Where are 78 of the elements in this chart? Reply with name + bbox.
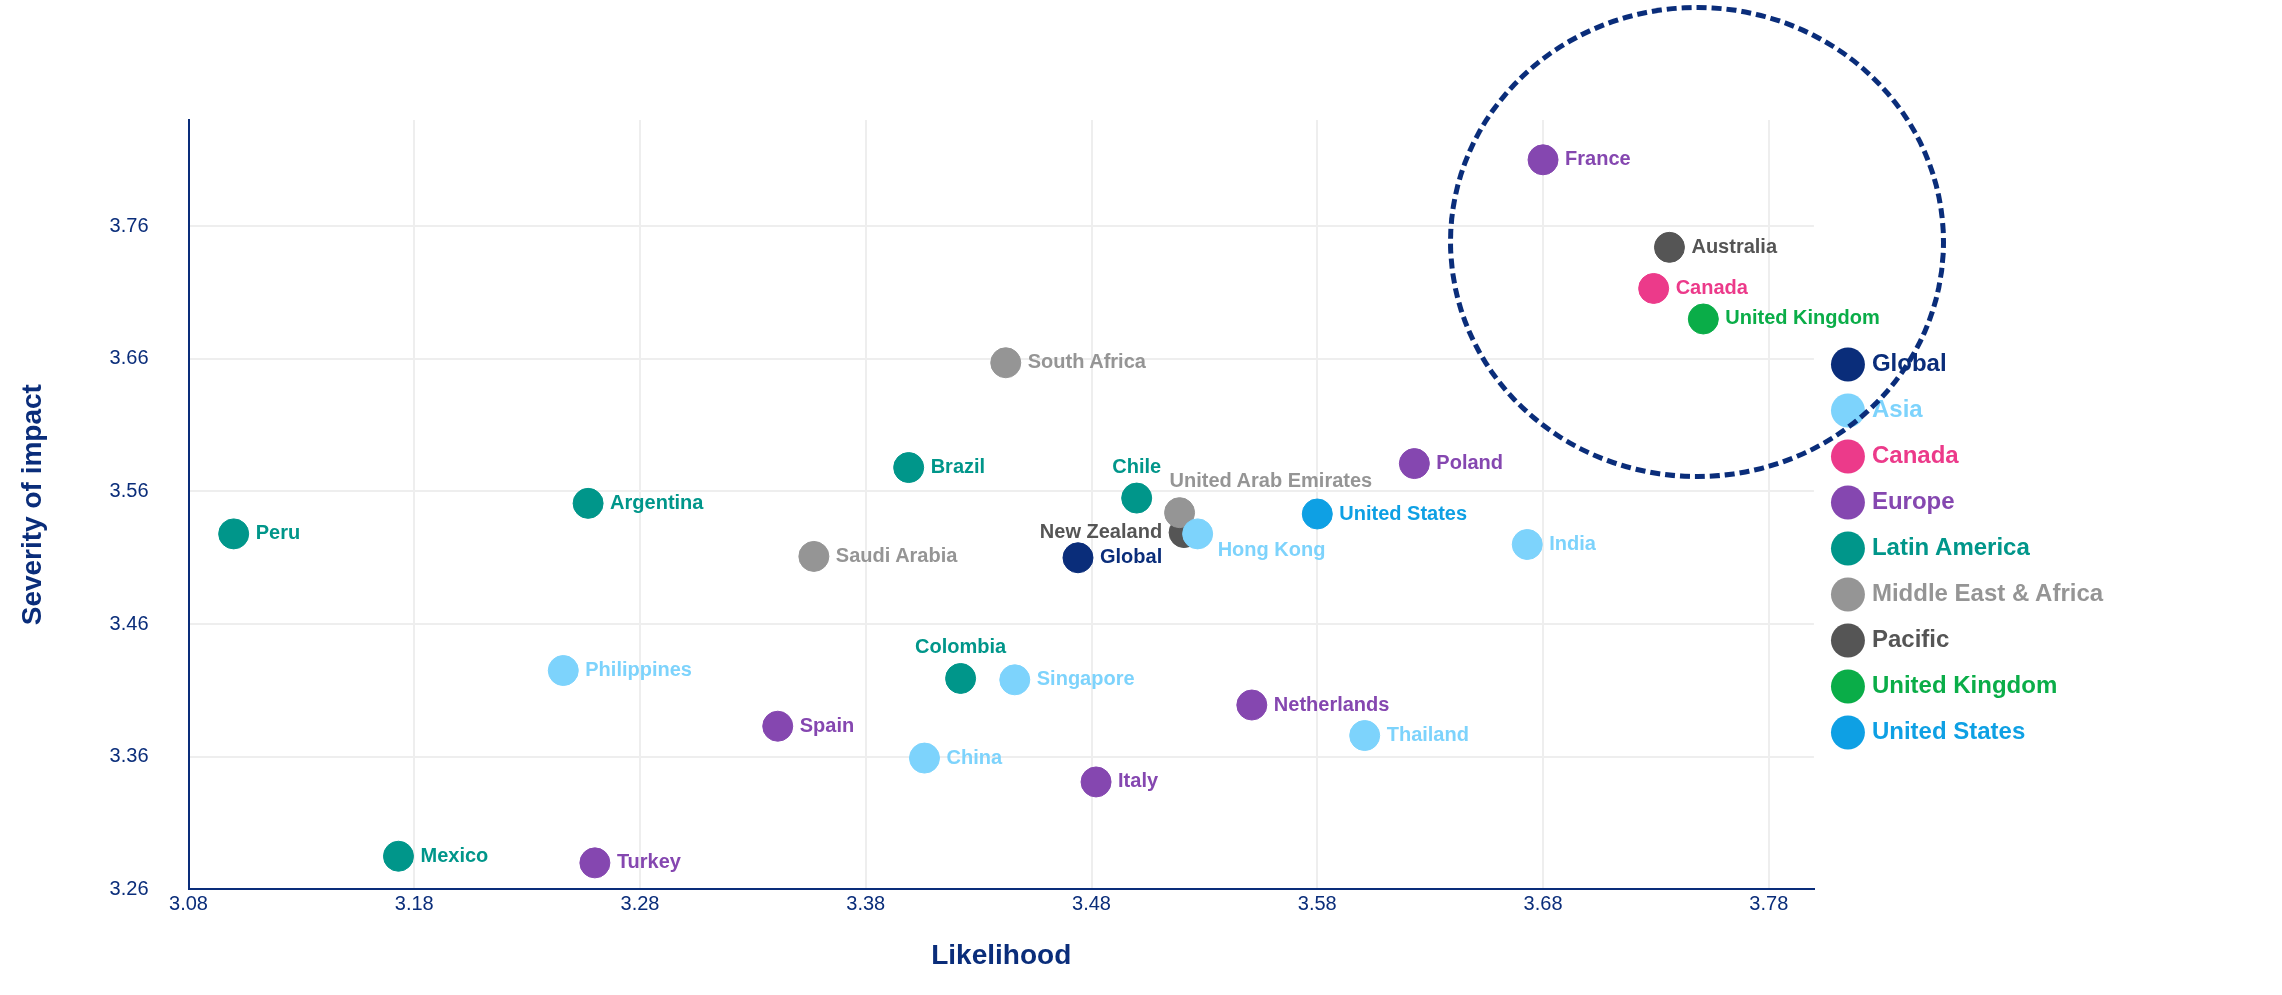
data-label: Argentina [610, 490, 705, 513]
point [945, 662, 977, 694]
point [1121, 482, 1153, 514]
legend-label: Asia [1871, 395, 1924, 423]
data-label: Peru [255, 521, 301, 544]
x-tick-label: 3.58 [1297, 891, 1337, 914]
point [762, 710, 794, 742]
legend-label: Canada [1871, 441, 1960, 469]
legend-label: Middle East & Africa [1871, 579, 2104, 607]
x-tick-label: 3.38 [846, 891, 886, 914]
legend-label: Latin America [1871, 533, 2031, 561]
data-label: France [1565, 147, 1631, 170]
data-label: Spain [799, 713, 855, 736]
y-axis-title: Severity of impact [15, 384, 47, 626]
x-tick-label: 3.18 [394, 891, 434, 914]
data-label: Poland [1436, 451, 1504, 474]
data-label: Turkey [616, 850, 682, 873]
data-label: United States [1339, 501, 1468, 524]
point [1511, 529, 1543, 560]
data-label: Hong Kong [1217, 538, 1326, 561]
point [1638, 272, 1670, 304]
x-tick-label: 3.08 [169, 891, 208, 914]
data-label: United Arab Emirates [1169, 469, 1373, 492]
y-tick-label: 3.56 [109, 478, 149, 501]
legend-label: United States [1871, 717, 2026, 745]
point [1236, 689, 1268, 721]
legend-label: Pacific [1871, 625, 1950, 653]
point [1527, 144, 1559, 176]
data-label: Colombia [915, 634, 1008, 657]
data-label: Philippines [585, 658, 692, 681]
point [908, 742, 940, 774]
data-label: China [946, 745, 1003, 768]
point [1080, 766, 1112, 798]
legend-label: United Kingdom [1871, 671, 2058, 699]
point [572, 487, 604, 519]
data-label: New Zealand [1039, 520, 1163, 543]
data-label: Australia [1691, 234, 1778, 257]
point [218, 518, 250, 550]
data-label: Mexico [420, 843, 489, 866]
point [1182, 518, 1214, 550]
point [1301, 498, 1333, 530]
y-tick-label: 3.36 [109, 744, 149, 767]
point [1349, 720, 1381, 752]
data-label: Brazil [930, 455, 986, 478]
legend-label: Global [1871, 349, 1947, 377]
data-label: Singapore [1036, 667, 1135, 690]
point [382, 840, 414, 872]
point [798, 540, 830, 572]
data-label: Thailand [1386, 723, 1469, 746]
data-label: Saudi Arabia [835, 543, 959, 566]
x-tick-label: 3.68 [1523, 891, 1563, 914]
data-label: Netherlands [1273, 692, 1390, 715]
point [579, 847, 611, 879]
point [999, 664, 1031, 696]
data-label: South Africa [1027, 350, 1147, 373]
point [1653, 231, 1685, 263]
point [1398, 448, 1430, 480]
point [893, 452, 925, 484]
y-tick-label: 3.26 [109, 876, 149, 899]
point [1687, 303, 1719, 335]
y-tick-label: 3.76 [109, 213, 149, 236]
x-tick-label: 3.48 [1072, 891, 1112, 914]
data-label: Chile [1112, 454, 1162, 477]
y-tick-label: 3.46 [109, 611, 149, 634]
x-tick-label: 3.28 [620, 891, 660, 914]
data-label: United Kingdom [1725, 306, 1880, 329]
point [1062, 542, 1094, 574]
legend-label: Europe [1871, 487, 1955, 515]
x-tick-label: 3.78 [1749, 891, 1789, 914]
point [1164, 497, 1196, 529]
data-label: Global [1099, 545, 1163, 568]
point [547, 655, 579, 687]
data-label: Italy [1118, 769, 1159, 792]
y-tick-label: 3.66 [109, 346, 149, 369]
point [990, 347, 1022, 379]
data-label: Canada [1675, 275, 1749, 298]
x-axis-title: Likelihood [931, 938, 1072, 970]
data-label: India [1549, 532, 1597, 555]
